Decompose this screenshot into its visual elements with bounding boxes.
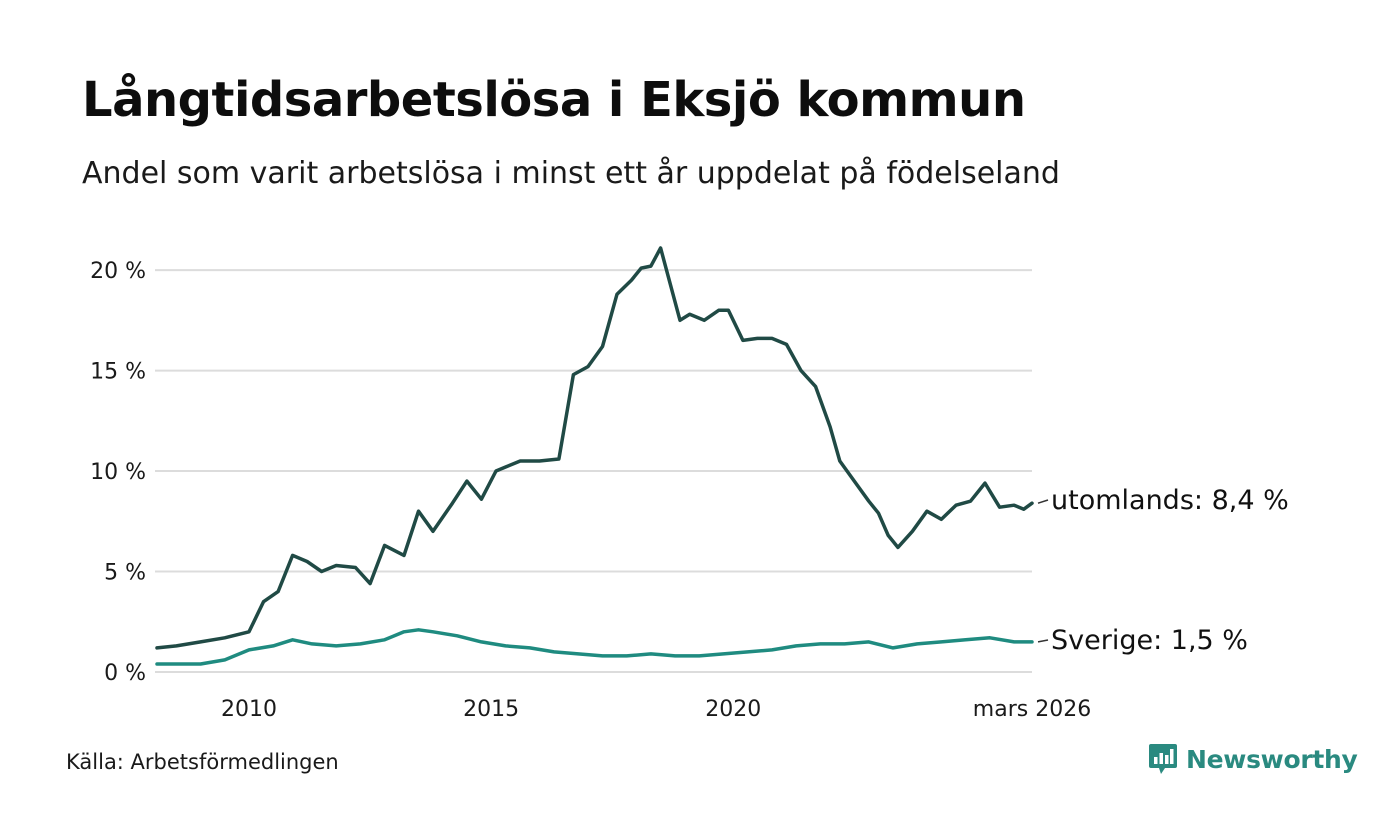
brand-logo: Newsworthy: [1148, 742, 1358, 776]
x-tick-label-3: mars 2026: [973, 697, 1091, 722]
y-axis: 0 % 5 % 10 % 15 % 20 %: [90, 259, 146, 686]
series-end-labels: utomlands: 8,4 % Sverige: 1,5 %: [1037, 485, 1289, 656]
y-tick-label-1: 5 %: [104, 561, 146, 586]
series-lines: [155, 246, 1034, 666]
series-line-utomlands: [155, 246, 1034, 650]
end-label-connector-0: [1037, 499, 1049, 504]
chart-title: Långtidsarbetslösa i Eksjö kommun: [82, 72, 1026, 128]
y-tick-label-3: 15 %: [90, 360, 146, 385]
x-tick-label-1: 2015: [463, 697, 519, 722]
gridlines: [155, 269, 1032, 673]
end-label-connector-1: [1037, 639, 1049, 643]
chart-subtitle: Andel som varit arbetslösa i minst ett å…: [82, 156, 1060, 191]
y-tick-label-0: 0 %: [104, 661, 146, 686]
series-line-sverige: [155, 628, 1034, 666]
y-tick-label-4: 20 %: [90, 259, 146, 284]
end-label-sverige: Sverige: 1,5 %: [1051, 625, 1248, 656]
end-label-utomlands: utomlands: 8,4 %: [1051, 485, 1289, 516]
x-tick-label-2: 2020: [705, 697, 761, 722]
y-tick-label-2: 10 %: [90, 460, 146, 485]
line-chart: 0 % 5 % 10 % 15 % 20 % 2010 2015 2020 mars 2026…: [90, 246, 1289, 722]
source-note: Källa: Arbetsförmedlingen: [66, 750, 339, 774]
x-axis: 2010 2015 2020 mars 2026: [221, 697, 1091, 722]
brand-name: Newsworthy: [1186, 744, 1358, 774]
x-tick-label-0: 2010: [221, 697, 277, 722]
newsworthy-logo-icon: [1149, 744, 1177, 774]
